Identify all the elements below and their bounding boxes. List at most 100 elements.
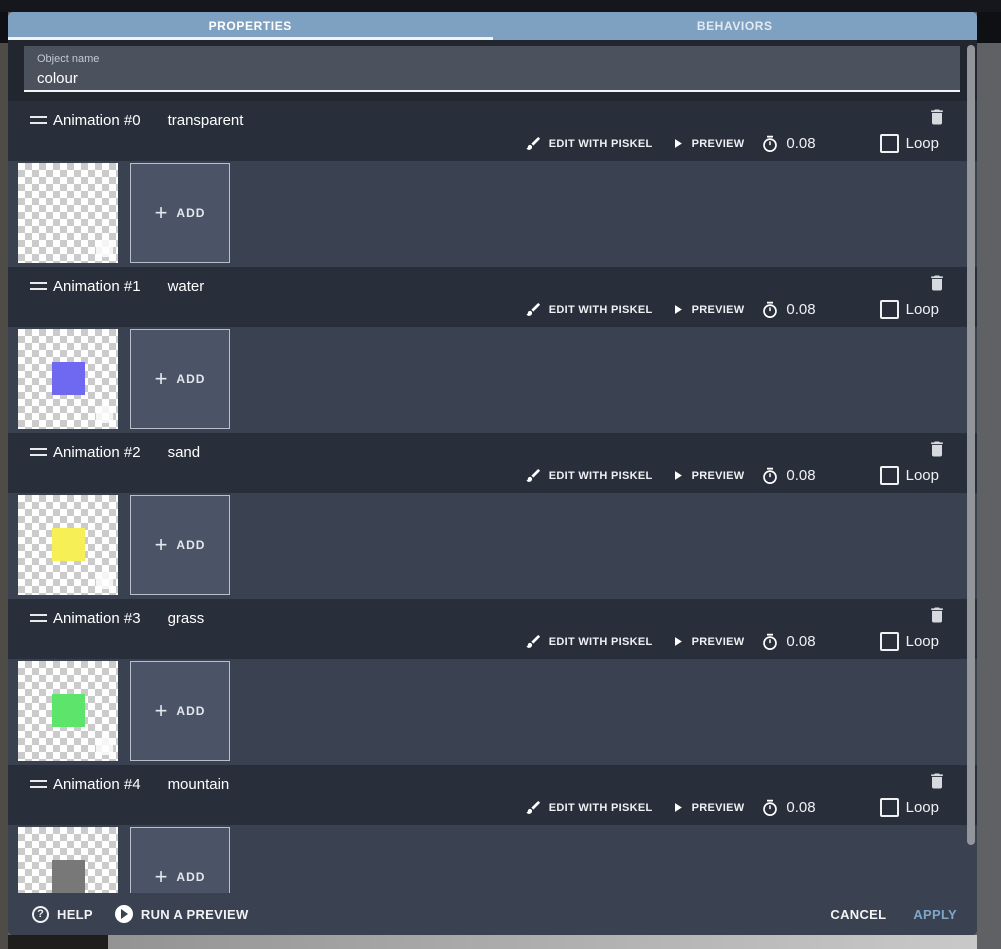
delete-animation-button[interactable] [927, 604, 947, 626]
drag-handle-icon[interactable] [30, 448, 47, 456]
edit-with-piskel-label: EDIT WITH PISKEL [548, 303, 653, 316]
frame-color-square [52, 694, 85, 727]
backdrop-bottom-strip [8, 935, 977, 949]
object-name-field[interactable]: Object name colour [24, 46, 960, 92]
time-between-frames-value: 0.08 [786, 799, 816, 816]
loop-checkbox[interactable] [879, 798, 899, 817]
edit-with-piskel-label: EDIT WITH PISKEL [548, 635, 653, 648]
loop-toggle[interactable]: Loop [879, 798, 939, 817]
apply-button[interactable]: APPLY [913, 906, 957, 922]
preview-label: PREVIEW [691, 303, 745, 316]
loop-toggle[interactable]: Loop [879, 466, 939, 485]
delete-animation-button[interactable] [927, 272, 947, 294]
stopwatch-icon [763, 301, 778, 318]
animation-name-input[interactable]: water [167, 277, 205, 295]
time-between-frames-control[interactable]: 0.08 [761, 301, 816, 319]
animation-header: Animation #0 transparent EDIT WITH PISKE… [8, 101, 977, 161]
plus-icon: + [154, 532, 168, 557]
animation-title-row: Animation #4 mountain [30, 773, 977, 795]
frame-color-square [52, 362, 85, 395]
animation-header: Animation #1 water EDIT WITH PISKEL [8, 267, 977, 327]
object-name-input[interactable]: colour [37, 70, 78, 87]
drag-handle-icon[interactable] [30, 614, 47, 622]
edit-with-piskel-button[interactable]: EDIT WITH PISKEL [525, 467, 653, 484]
loop-checkbox[interactable] [879, 300, 899, 319]
animation-frames-row: + ADD [8, 327, 977, 433]
frame-thumbnail[interactable] [18, 163, 118, 263]
edit-with-piskel-button[interactable]: EDIT WITH PISKEL [525, 799, 653, 816]
trash-icon [931, 275, 943, 291]
stopwatch-icon [763, 799, 778, 816]
play-icon [674, 803, 682, 812]
trash-icon [931, 109, 943, 125]
time-between-frames-control[interactable]: 0.08 [761, 799, 816, 817]
animation-name-input[interactable]: grass [167, 609, 205, 627]
loop-label: Loop [905, 467, 939, 484]
add-frame-button[interactable]: + ADD [130, 661, 230, 761]
add-frame-label: ADD [176, 372, 206, 386]
delete-animation-button[interactable] [927, 770, 947, 792]
animation-title: Animation #0 [53, 111, 141, 129]
frame-thumbnail[interactable] [18, 495, 118, 595]
loop-checkbox[interactable] [879, 134, 899, 153]
edit-with-piskel-button[interactable]: EDIT WITH PISKEL [525, 301, 653, 318]
loop-toggle[interactable]: Loop [879, 300, 939, 319]
frame-color-square [52, 860, 85, 893]
loop-toggle[interactable]: Loop [879, 632, 939, 651]
add-frame-button[interactable]: + ADD [130, 495, 230, 595]
preview-button[interactable]: PREVIEW [670, 468, 745, 483]
run-preview-icon [114, 905, 133, 923]
animation-controls-row: EDIT WITH PISKEL PREVIEW 0.08 [508, 632, 939, 651]
time-between-frames-control[interactable]: 0.08 [761, 633, 816, 651]
preview-button[interactable]: PREVIEW [670, 634, 745, 649]
time-between-frames-value: 0.08 [786, 301, 816, 318]
help-button-label: HELP [57, 906, 93, 922]
animation-name-input[interactable]: transparent [167, 111, 244, 129]
animation-title: Animation #2 [53, 443, 141, 461]
animation-section: Animation #2 sand EDIT WITH PISKEL [8, 433, 977, 599]
edit-with-piskel-button[interactable]: EDIT WITH PISKEL [525, 633, 653, 650]
drag-handle-icon[interactable] [30, 282, 47, 290]
preview-button[interactable]: PREVIEW [670, 302, 745, 317]
time-between-frames-control[interactable]: 0.08 [761, 467, 816, 485]
loop-label: Loop [905, 633, 939, 650]
loop-toggle[interactable]: Loop [879, 134, 939, 153]
add-frame-label: ADD [176, 206, 206, 220]
object-properties-dialog: Object name colour Animation #0 transpar… [8, 40, 977, 935]
preview-button[interactable]: PREVIEW [670, 800, 745, 815]
add-frame-label: ADD [176, 870, 206, 884]
trash-icon [931, 441, 943, 457]
delete-animation-button[interactable] [927, 106, 947, 128]
drag-handle-icon[interactable] [30, 780, 47, 788]
animations-list: Animation #0 transparent EDIT WITH PISKE… [8, 101, 977, 931]
animation-section: Animation #3 grass EDIT WITH PISKEL [8, 599, 977, 765]
loop-checkbox[interactable] [879, 466, 899, 485]
animation-name-input[interactable]: mountain [167, 775, 230, 793]
time-between-frames-control[interactable]: 0.08 [761, 135, 816, 153]
loop-checkbox[interactable] [879, 632, 899, 651]
tab-properties[interactable]: PROPERTIES [8, 12, 493, 40]
tab-behaviors[interactable]: BEHAVIORS [493, 12, 978, 40]
edit-with-piskel-label: EDIT WITH PISKEL [548, 469, 653, 482]
drag-handle-icon[interactable] [30, 116, 47, 124]
help-icon: ? [32, 905, 49, 923]
add-frame-button[interactable]: + ADD [130, 163, 230, 263]
add-frame-button[interactable]: + ADD [130, 329, 230, 429]
plus-icon: + [154, 698, 168, 723]
scrollbar-thumb[interactable] [967, 45, 975, 845]
preview-button[interactable]: PREVIEW [670, 136, 745, 151]
loop-label: Loop [905, 135, 939, 152]
stopwatch-icon [763, 467, 778, 484]
play-triangle-icon [121, 909, 129, 919]
delete-animation-button[interactable] [927, 438, 947, 460]
help-button[interactable]: ? HELP [32, 905, 93, 923]
frame-thumbnail[interactable] [18, 661, 118, 761]
cancel-button[interactable]: CANCEL [830, 906, 887, 922]
run-preview-button[interactable]: RUN A PREVIEW [114, 905, 249, 923]
edit-with-piskel-button[interactable]: EDIT WITH PISKEL [525, 135, 653, 152]
animation-name-input[interactable]: sand [167, 443, 201, 461]
backdrop-left-top [0, 12, 8, 43]
frame-thumbnail[interactable] [18, 329, 118, 429]
brush-icon [526, 635, 540, 648]
